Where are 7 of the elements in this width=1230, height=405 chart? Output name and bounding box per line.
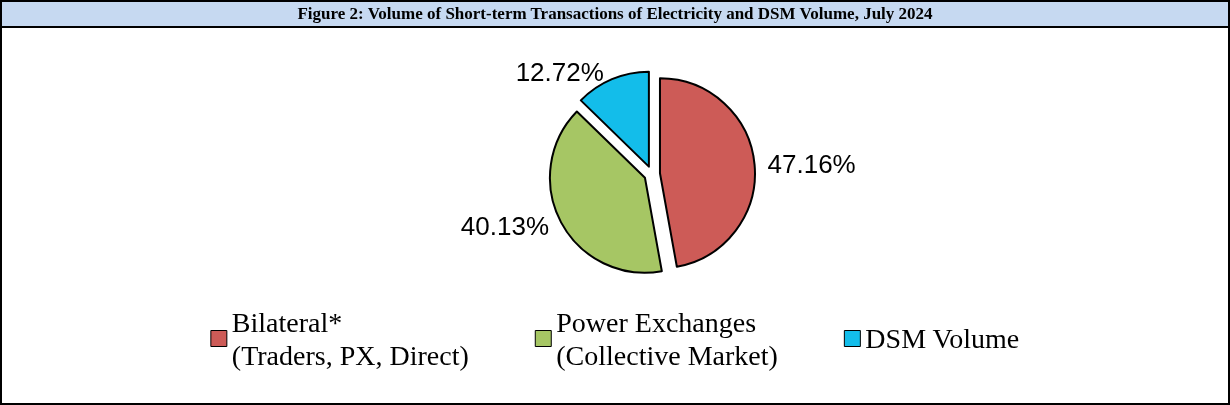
data-label: 12.72% (515, 56, 604, 87)
data-label: 40.13% (460, 211, 550, 242)
chart-title: Figure 2: Volume of Short-term Transactions of Electricity and DSM Volume, July 2024 (2, 2, 1228, 28)
data-label: 47.16% (767, 149, 856, 180)
legend-label: Bilateral* (Traders, PX, Direct) (231, 306, 469, 371)
legend-label: DSM Volume (865, 323, 1020, 354)
legend-label: Power Exchanges (Collective Market) (556, 306, 778, 371)
